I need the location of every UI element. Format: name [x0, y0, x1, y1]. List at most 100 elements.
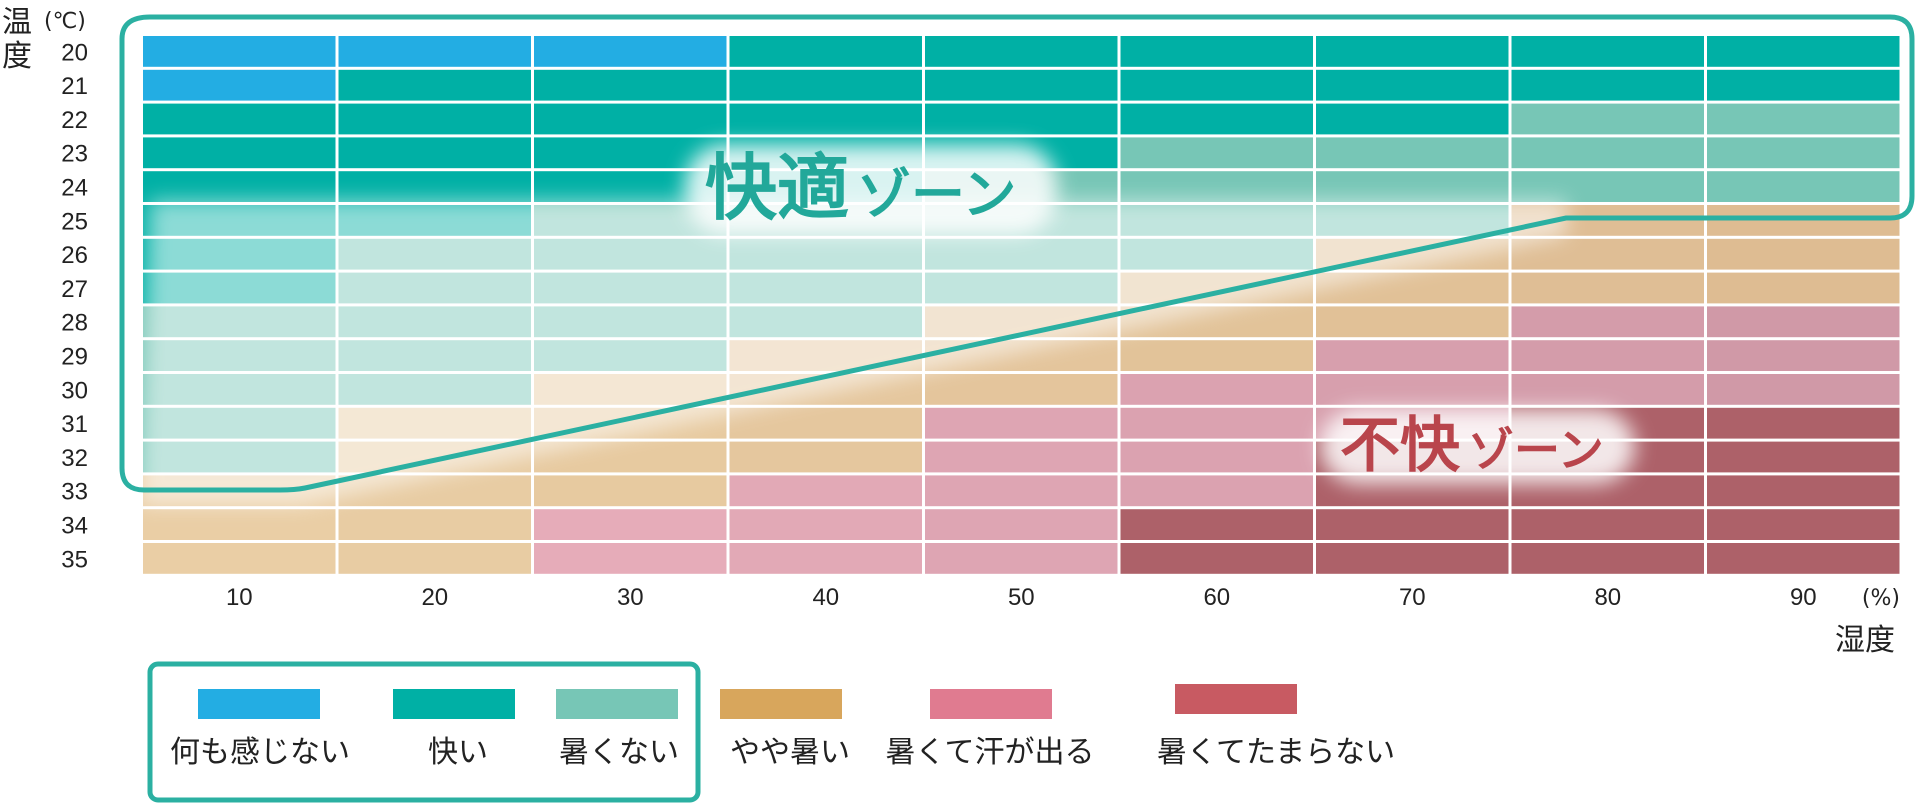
y-tick-label: 28: [61, 310, 88, 337]
legend-swatch: [556, 689, 678, 719]
heatmap-cell: [143, 509, 336, 540]
y-tick-label: 21: [61, 73, 88, 100]
heatmap-cell: [1316, 306, 1509, 338]
heatmap-cell: [1707, 69, 1900, 101]
heatmap-cell: [1120, 69, 1313, 101]
heatmap-cell: [1316, 543, 1509, 574]
x-tick-label: 10: [226, 584, 253, 611]
heatmap-cell: [1511, 69, 1704, 101]
heatmap-cell: [143, 543, 336, 574]
heatmap-cell: [1120, 407, 1313, 439]
heatmap-cell: [338, 509, 531, 540]
heatmap-cell: [1120, 137, 1313, 169]
legend-swatch: [1175, 684, 1297, 714]
axes: 20 21 22 23 24 25 26 27 28 29 30 31 32 33 34 35 10 20 30 40…: [2, 5, 1900, 658]
y-tick-label: 24: [61, 175, 88, 202]
heatmap-cell: [534, 543, 727, 574]
x-tick-label: 60: [1203, 584, 1230, 611]
heatmap-cell: [1316, 103, 1509, 135]
heatmap-cell: [1707, 171, 1900, 202]
legend-swatch: [198, 689, 320, 719]
heatmap-cell: [143, 36, 336, 67]
legend-swatch: [720, 689, 842, 719]
heatmap-cell: [729, 36, 922, 67]
heatmap-cell: [1511, 238, 1704, 270]
heatmap-cell: [1707, 340, 1900, 371]
y-tick-label: 26: [61, 242, 88, 269]
legend-comfort-group-box: [147, 661, 701, 803]
heatmap-cell: [729, 475, 922, 507]
y-tick-label: 30: [61, 377, 88, 404]
heatmap-cell: [729, 441, 922, 473]
y-tick-label: 34: [61, 513, 88, 540]
heatmap-cell: [1120, 509, 1313, 540]
heatmap-cell: [1120, 475, 1313, 507]
heatmap-cell: [338, 103, 531, 135]
y-tick-label: 27: [61, 276, 88, 303]
heatmap-cell: [1120, 374, 1313, 405]
heatmap-cell: [143, 103, 336, 135]
heatmap-cell: [1511, 272, 1704, 304]
y-axis-title: 温度: [2, 5, 32, 74]
heatmap-cell: [1316, 36, 1509, 67]
heatmap-cell: [1316, 509, 1509, 540]
heatmap-cell: [1707, 543, 1900, 574]
heatmap-cell: [729, 509, 922, 540]
heatmap-cell: [1707, 306, 1900, 338]
heatmap-cell: [1707, 36, 1900, 67]
heatmap-cell: [1316, 171, 1509, 202]
heatmap-cell: [1120, 103, 1313, 135]
heatmap-cell: [1511, 340, 1704, 371]
heatmap-cell: [925, 374, 1118, 405]
heatmap-cell: [1707, 441, 1900, 473]
x-axis-unit: (%): [1862, 586, 1900, 611]
heatmap-cell: [1707, 407, 1900, 439]
x-tick-label: 30: [617, 584, 644, 611]
zone-label: 快適 ゾーン: [685, 144, 1057, 235]
heatmap-cell: [1707, 475, 1900, 507]
x-tick-label: 40: [812, 584, 839, 611]
heatmap-cell: [729, 407, 922, 439]
heatmap-cell: [1707, 137, 1900, 169]
legend-label: 何も感じない: [170, 735, 350, 770]
heatmap-cell: [1120, 36, 1313, 67]
legend-label: 暑くてたまらない: [1157, 735, 1395, 770]
heatmap-cell: [534, 69, 727, 101]
heatmap-cell: [925, 441, 1118, 473]
y-tick-label: 23: [61, 141, 88, 168]
y-tick-label: 22: [61, 107, 88, 134]
heatmap-cell: [1707, 238, 1900, 270]
legend-label: 暑くない: [559, 735, 679, 770]
y-tick-label: 35: [61, 546, 88, 573]
heatmap-cell: [338, 36, 531, 67]
heatmap-cell: [534, 475, 727, 507]
y-axis-unit: (℃): [44, 9, 86, 34]
heatmap-cell: [143, 137, 336, 169]
heatmap-cell: [534, 103, 727, 135]
heatmap-cell: [1511, 36, 1704, 67]
heatmap-cell: [729, 103, 922, 135]
y-tick-label: 31: [61, 411, 88, 438]
heatmap-cell: [1511, 306, 1704, 338]
heatmap-cell: [1511, 509, 1704, 540]
legend-label: やや暑い: [730, 735, 850, 770]
y-tick-label: 32: [61, 445, 88, 472]
heatmap-cell: [925, 543, 1118, 574]
y-tick-label: 20: [61, 39, 88, 66]
heatmap-cell: [534, 509, 727, 540]
heatmap-cell: [143, 69, 336, 101]
heatmap-cell: [1120, 543, 1313, 574]
legend-swatch: [393, 689, 515, 719]
heatmap-cell: [1316, 340, 1509, 371]
heatmap-cell: [925, 103, 1118, 135]
heatmap-cell: [1511, 171, 1704, 202]
heatmap-cell: [925, 509, 1118, 540]
heatmap-cell: [338, 69, 531, 101]
comfort-zone-outline: [119, 14, 1915, 493]
legend-label: 暑くて汗が出る: [885, 735, 1094, 770]
y-tick-label: 33: [61, 479, 88, 506]
heatmap-cell: [534, 36, 727, 67]
heatmap-cell: [1120, 171, 1313, 202]
